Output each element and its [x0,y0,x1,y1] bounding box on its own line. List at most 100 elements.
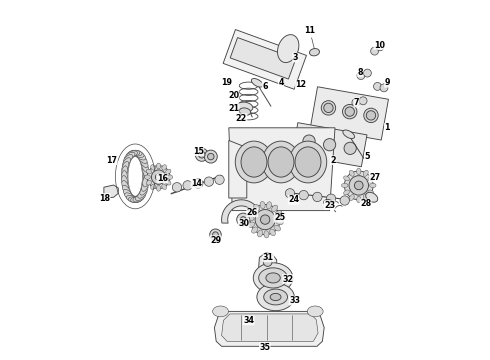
Ellipse shape [257,283,294,311]
Ellipse shape [147,166,170,189]
Ellipse shape [146,180,151,185]
Ellipse shape [155,174,162,180]
Ellipse shape [167,175,172,179]
Ellipse shape [240,217,246,222]
Polygon shape [310,87,389,140]
Ellipse shape [313,192,322,202]
Ellipse shape [122,185,130,195]
Ellipse shape [367,111,376,120]
Polygon shape [230,37,296,79]
Text: 26: 26 [246,208,258,217]
Ellipse shape [150,165,155,170]
Ellipse shape [140,185,148,195]
Text: 10: 10 [374,41,385,50]
Text: 21: 21 [228,104,239,113]
Ellipse shape [366,192,378,202]
Ellipse shape [276,217,284,222]
Ellipse shape [150,184,155,189]
Ellipse shape [264,289,288,305]
Ellipse shape [135,193,146,201]
Ellipse shape [268,147,294,177]
Polygon shape [215,311,324,346]
Ellipse shape [126,151,137,157]
Ellipse shape [194,179,203,188]
Text: 17: 17 [106,156,117,165]
Ellipse shape [135,152,146,160]
Ellipse shape [239,108,251,115]
Ellipse shape [138,154,147,163]
Ellipse shape [138,189,147,198]
Ellipse shape [307,306,323,317]
Ellipse shape [123,154,133,163]
Ellipse shape [142,162,148,172]
Ellipse shape [235,141,273,183]
Text: 24: 24 [288,195,299,204]
Ellipse shape [310,49,319,56]
Ellipse shape [162,184,167,189]
Ellipse shape [156,163,161,169]
Ellipse shape [128,197,140,203]
Ellipse shape [343,104,357,119]
Ellipse shape [289,141,327,183]
Ellipse shape [183,181,192,190]
Ellipse shape [369,183,376,188]
Polygon shape [292,123,367,167]
Ellipse shape [359,97,367,105]
Polygon shape [104,185,118,198]
Text: 2: 2 [330,156,336,165]
Text: 19: 19 [221,78,232,87]
Ellipse shape [349,194,354,201]
Text: 11: 11 [304,26,315,35]
Ellipse shape [263,258,272,266]
Ellipse shape [259,268,288,288]
Ellipse shape [324,103,333,113]
Ellipse shape [145,175,150,179]
Ellipse shape [143,171,149,182]
Ellipse shape [166,180,171,185]
Ellipse shape [326,194,336,203]
Ellipse shape [151,170,166,184]
Ellipse shape [204,150,217,163]
Text: 4: 4 [278,78,284,87]
Ellipse shape [166,169,171,174]
Ellipse shape [357,168,361,175]
Ellipse shape [249,210,256,215]
Ellipse shape [248,222,255,227]
Ellipse shape [357,196,361,203]
Ellipse shape [262,141,300,183]
Ellipse shape [172,183,182,192]
Ellipse shape [260,202,265,209]
Ellipse shape [344,142,356,154]
Ellipse shape [128,157,143,196]
Polygon shape [221,200,261,223]
Text: 6: 6 [262,82,268,91]
Ellipse shape [345,107,354,116]
Text: 3: 3 [293,53,298,62]
Text: 12: 12 [295,80,306,89]
Ellipse shape [131,150,142,156]
Text: 7: 7 [354,98,359,107]
Ellipse shape [252,227,258,233]
Text: 5: 5 [365,152,370,161]
Text: 22: 22 [236,114,247,122]
Ellipse shape [143,166,149,177]
Ellipse shape [340,196,349,205]
Ellipse shape [271,205,278,211]
Ellipse shape [237,213,250,226]
Ellipse shape [122,166,128,177]
Text: 20: 20 [228,91,239,100]
Polygon shape [223,30,306,89]
Ellipse shape [321,101,336,115]
Ellipse shape [303,135,315,147]
Ellipse shape [254,204,260,211]
Polygon shape [221,314,318,341]
Ellipse shape [323,139,336,151]
Ellipse shape [156,185,161,191]
Ellipse shape [204,177,214,186]
Ellipse shape [344,171,373,200]
Ellipse shape [376,43,384,51]
Ellipse shape [133,195,144,202]
Ellipse shape [275,211,282,216]
Ellipse shape [247,216,254,221]
Text: 33: 33 [289,296,300,305]
